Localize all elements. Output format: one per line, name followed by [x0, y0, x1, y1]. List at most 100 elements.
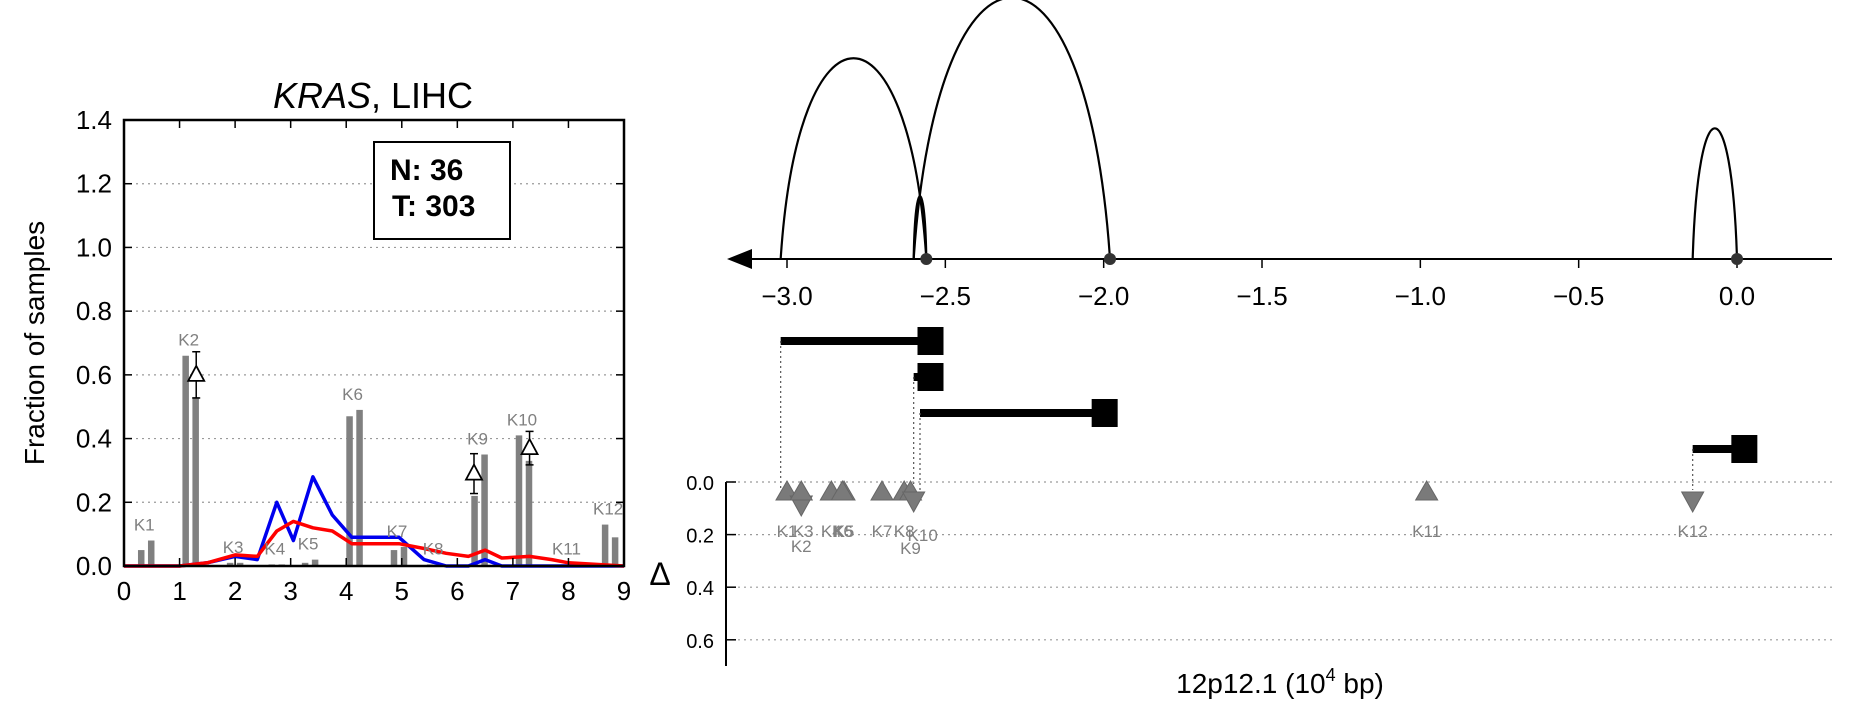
- exon-label: K9: [900, 539, 921, 558]
- bar-label: K4: [264, 539, 285, 558]
- x-tick-label: 6: [450, 576, 464, 606]
- exon-marker-k6: [830, 480, 855, 501]
- y-axis-label: Fraction of samples: [19, 221, 50, 465]
- arrow-left-icon: [727, 249, 752, 269]
- x-tick-label: 4: [339, 576, 353, 606]
- bar-k6-s1: [346, 416, 353, 566]
- bar-label: K12: [593, 500, 623, 519]
- bar-k1-s2: [147, 540, 155, 566]
- bar-label: K6: [342, 385, 363, 404]
- exon-label: K2: [791, 537, 812, 556]
- delta-tick-label: 0.2: [686, 526, 714, 548]
- x-tick-label: 3: [283, 576, 297, 606]
- tumor-count: T: 303: [392, 190, 475, 223]
- guide-lines: [780, 341, 1694, 490]
- exon-label: K11: [1412, 522, 1441, 541]
- y-ticks: 0.0 0.2 0.4 0.6 0.8 1.0 1.2 1.4: [76, 105, 624, 581]
- delta-tick-label: 0.0: [686, 473, 714, 495]
- delta-marker: [464, 462, 484, 481]
- blue-profile-line: [124, 475, 624, 568]
- x-tick-label: 7: [506, 576, 520, 606]
- x-tick-label: 8: [561, 576, 575, 606]
- exon-marker-k7: [870, 480, 894, 501]
- delta-axis-label: Δ: [649, 556, 670, 592]
- delta-markers: [186, 350, 540, 495]
- exon-marker-k10: [901, 491, 926, 514]
- exon-label: K12: [1678, 522, 1708, 541]
- bar-label: K1: [134, 516, 155, 535]
- axis-tick-label: −0.5: [1553, 281, 1604, 311]
- bars: [137, 355, 619, 566]
- bar-label: K2: [178, 331, 199, 350]
- exon-label: K7: [872, 522, 893, 541]
- delta-tick-label: 0.6: [686, 631, 714, 653]
- x-tick-label: 0: [117, 576, 131, 606]
- bar-k5-s2: [311, 559, 319, 566]
- normal-count: N: 36: [390, 154, 463, 187]
- splice-arc: [1691, 127, 1739, 260]
- bar-k5-s1: [301, 562, 309, 566]
- y-tick-label: 0.2: [76, 487, 112, 517]
- axis-tick-label: −1.5: [1236, 281, 1287, 311]
- exon-label: K3: [793, 522, 814, 541]
- bar-label: K7: [387, 522, 408, 541]
- axis-tick-label: −2.0: [1078, 281, 1129, 311]
- delta-marker: [520, 437, 540, 456]
- profile-lines: [124, 475, 625, 568]
- bar-label: K5: [298, 535, 319, 554]
- site-dot: [1731, 253, 1744, 265]
- x-ticks: 0 1 2 3 4 5 6 7 8 9: [117, 120, 631, 606]
- exon-label: K10: [908, 526, 938, 545]
- isoform-end-block: [917, 363, 944, 391]
- genomic-axis: −3.0 −2.5 −2.0 −1.5 −1.0 −0.5 0.0: [727, 249, 1832, 311]
- bar-k1-s1: [137, 550, 145, 566]
- isoform-end-block: [917, 327, 944, 355]
- right-panel: −3.0 −2.5 −2.0 −1.5 −1.0 −0.5 0.0 0.0 0.2 0.4 0.6…: [649, 0, 1832, 699]
- bar-k9-s2: [481, 454, 488, 566]
- site-dot: [920, 253, 933, 265]
- site-dot: [1104, 253, 1117, 265]
- bar-k2-s2: [192, 397, 199, 566]
- exon-marker-k12: [1680, 491, 1705, 514]
- chart-title: KRAS, LIHC: [273, 75, 473, 116]
- bar-k7-s1: [390, 550, 398, 566]
- x-tick-label: 9: [617, 576, 631, 606]
- bar-k2-s1: [182, 355, 189, 566]
- delta-panel: 0.0 0.2 0.4 0.6: [686, 473, 1832, 666]
- bar-k10-s1: [515, 435, 523, 566]
- isoform-end-block: [1731, 435, 1758, 463]
- y-tick-label: 1.2: [76, 169, 112, 199]
- exon-label: K4: [821, 522, 842, 541]
- axis-tick-label: −1.0: [1395, 281, 1446, 311]
- bar-k12-s2: [611, 537, 619, 566]
- axis-tick-label: 0.0: [1719, 281, 1755, 311]
- delta-tick-label: 0.4: [686, 578, 714, 600]
- exon-label: K6: [832, 522, 853, 541]
- x-tick-label: 1: [172, 576, 186, 606]
- y-tick-label: 0.6: [76, 360, 112, 390]
- x-axis-label: 12p12.1 (104 bp): [1176, 665, 1384, 699]
- exon-label: K1: [777, 522, 798, 541]
- bar-label: K8: [423, 539, 444, 558]
- axis-tick-label: −3.0: [761, 281, 812, 311]
- exon-marker-k11: [1414, 480, 1439, 501]
- y-tick-label: 1.4: [76, 105, 112, 135]
- splice-arc: [912, 0, 1112, 260]
- isoform-end-block: [1091, 399, 1118, 427]
- bar-labels: K1 K2 K3 K4 K5 K6 K7 K8 K9 K10 K11 K12: [134, 331, 623, 559]
- delta-marker: [186, 363, 206, 382]
- axis-tick-label: −2.5: [920, 281, 971, 311]
- x-tick-label: 2: [228, 576, 242, 606]
- splice-arc: [912, 194, 928, 260]
- red-profile-line: [124, 519, 625, 568]
- bar-label: K3: [223, 538, 244, 557]
- y-tick-label: 0.0: [76, 551, 112, 581]
- splice-arcs: [779, 0, 1739, 260]
- bar-label: K11: [552, 539, 581, 558]
- x-tick-label: 5: [395, 576, 409, 606]
- bar-k10-s2: [525, 460, 533, 566]
- exon-marker-k3: [789, 480, 814, 501]
- splice-arc: [779, 57, 928, 260]
- left-panel: KRAS, LIHC K1 K2 K3 K4 K5 K6 K7 K8 K9 K10 K11 K12 0…: [19, 75, 631, 606]
